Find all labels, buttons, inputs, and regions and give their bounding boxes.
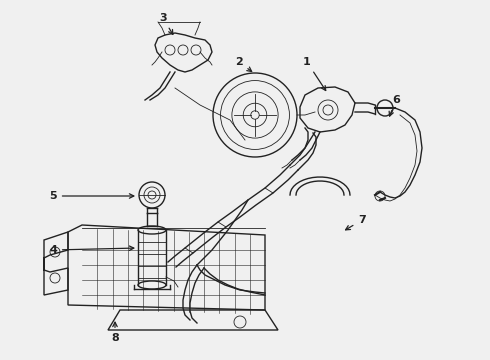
Text: 7: 7 [345,215,366,230]
Text: 1: 1 [303,57,326,90]
Text: 4: 4 [49,245,134,255]
Text: 2: 2 [235,57,252,72]
Text: 5: 5 [49,191,134,201]
Text: 8: 8 [111,322,119,343]
Text: 3: 3 [159,13,173,35]
Text: 6: 6 [389,95,400,116]
